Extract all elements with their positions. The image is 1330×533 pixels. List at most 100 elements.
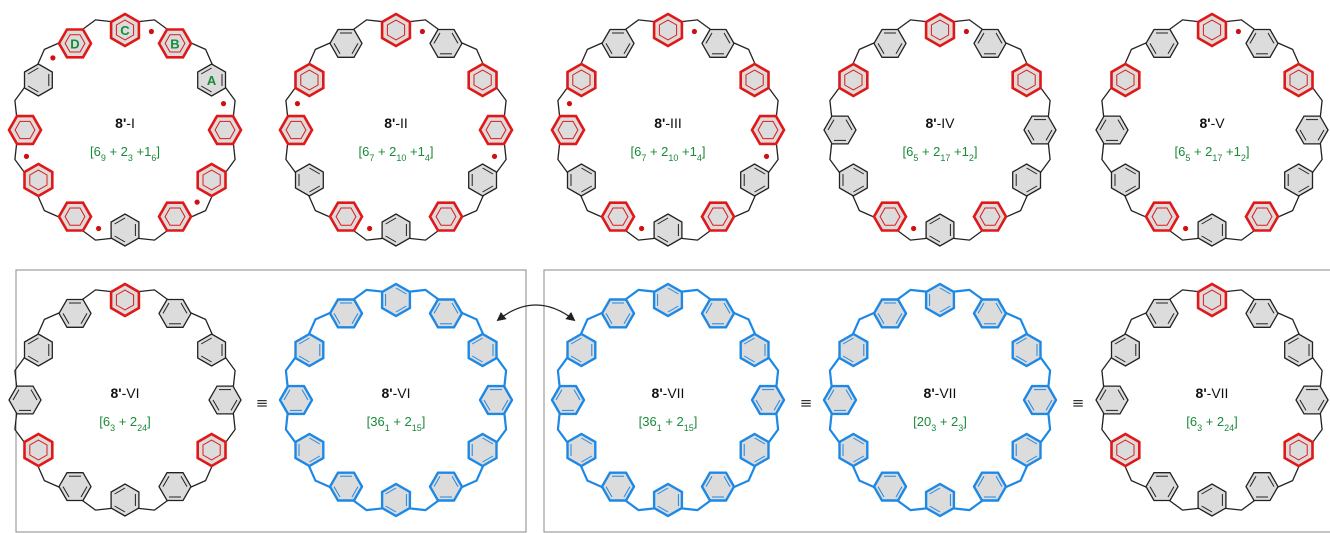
double-bond-line [351,313,359,325]
bridge-bond [850,192,878,220]
ring-formula: [203 + 23] [913,414,967,433]
benzene-ring [823,115,857,145]
bridge-bond [493,354,508,391]
benzene-ring [652,282,684,318]
double-bond-line [1045,399,1053,411]
benzene-ring [468,163,498,197]
double-bond-line [827,119,835,131]
clar-sextet-ring [566,62,597,98]
double-bond-line [605,43,613,55]
benzene-ring [329,28,363,58]
radical-dot [691,28,697,35]
clar-sextet-ring [750,114,786,146]
compound-suffix: -VII [663,385,685,401]
double-bond-line [1149,313,1157,325]
benzene-ring [1011,432,1042,468]
double-bond-line [1125,185,1137,193]
ring-formula: [67 + 210 +14] [358,144,433,163]
bridge-bond [458,310,486,338]
bridge-bond [556,409,571,446]
benzene-ring [739,432,770,468]
double-bond-line [451,32,459,44]
sextet-inner-ring [1289,69,1308,91]
benzene-ring [23,333,53,367]
compound-label: 8'-III [654,115,681,131]
sextet-inner-ring [607,207,629,226]
bridge-bond [578,40,606,68]
bridge-bond [730,310,758,338]
benzene-ring [924,282,956,318]
benzene-ring [381,213,411,247]
double-bond-line [27,67,39,75]
bridge-bond [1309,84,1323,121]
sextet-inner-ring [1202,19,1222,41]
benzene-ring [1145,298,1179,328]
bridge-bond [1221,497,1258,511]
benzene-ring [872,471,908,502]
benzene-ring [873,28,907,58]
bridge-bond [829,139,843,176]
ring-formula: [361 + 215] [367,414,426,433]
bridge-bond [949,19,986,33]
bridge-bond [350,288,387,303]
bridge-bond [222,139,236,176]
double-bond-line [657,235,669,243]
double-bond-line [895,43,903,55]
benzene-ring [701,28,735,58]
bridge-bond [677,227,714,241]
bridge-bond [949,227,986,241]
compound-number: 8' [654,115,665,131]
bridge-bond [187,192,215,220]
benzene-ring [600,471,636,502]
clar-sextet-ring [57,201,93,232]
sextet-inner-ring [1116,439,1135,461]
sextet-inner-ring [745,69,764,91]
sextet-inner-ring [435,207,457,226]
double-bond-line [451,475,459,487]
double-bond-line [1201,217,1213,225]
double-bond-line [1149,486,1157,498]
double-bond-line [995,475,1003,487]
benzene-ring [924,482,956,518]
bridge-bond [134,227,171,241]
compound-label: 8'-VII [652,385,685,401]
bridge-bond [677,288,714,303]
double-bond-line [605,486,613,498]
bridge-bond [1274,40,1302,68]
double-bond-line [333,313,341,325]
benzene-ring [278,384,314,416]
double-bond-line [298,337,310,345]
bridge-bond [1274,310,1302,338]
sextet-inner-ring [164,34,186,53]
double-bond-line [333,43,341,55]
sextet-inner-ring [14,120,36,140]
double-bond-line [1298,185,1310,193]
double-bond-line [929,505,941,513]
sextet-inner-ring [115,289,135,311]
bridge-bond [828,409,843,446]
double-bond-line [230,399,238,411]
compound-suffix: -III [665,115,681,131]
compound-suffix: -VII [935,385,957,401]
benzene-ring [429,28,463,58]
bridge-bond [493,409,508,446]
clar-sextet-ring [196,432,227,468]
double-bond-line [114,235,126,243]
sextet-inner-ring [572,69,591,91]
clar-sextet-ring [328,201,364,232]
benzene-ring [822,384,858,416]
double-bond-line [1117,119,1125,131]
double-bond-line [1114,355,1126,363]
clar-sextet-ring [652,12,684,48]
double-bond-line [1267,302,1275,314]
double-bond-line [1167,313,1175,325]
double-bond-line [570,355,582,363]
double-bond-line [723,475,731,487]
double-bond-line [501,399,509,411]
bridge-bond [1002,462,1030,490]
clar-sextet-ring [1283,62,1314,98]
sextet-inner-ring [485,120,507,140]
benzene-ring [925,213,955,247]
macrocycle-4: 8'-IV [65 + 217 +12] [823,12,1057,247]
